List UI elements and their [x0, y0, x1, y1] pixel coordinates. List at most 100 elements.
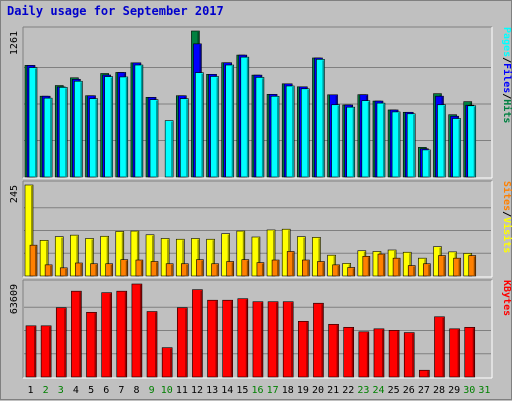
- x-tick-label-24: 24: [373, 385, 385, 396]
- legend-visitors: Sites/Visits: [501, 181, 512, 253]
- legend-item-hits: Hits: [501, 99, 512, 123]
- visitors-bar-sites-23: [362, 256, 371, 277]
- visitors-bar-sites-16-shade: [261, 263, 264, 276]
- visitors-bar-visits-11: [175, 238, 185, 277]
- traffic-bar-pages-16-shade: [261, 78, 264, 177]
- x-tick-label-22: 22: [342, 385, 354, 396]
- traffic-bar-pages-21: [331, 104, 340, 178]
- traffic-bar-pages-25: [391, 111, 401, 178]
- visitors-bar-visits-13-shade: [212, 240, 215, 276]
- kbytes-bar-kbytes-18-shade: [291, 302, 293, 377]
- x-tick-label-13: 13: [206, 385, 218, 396]
- visitors-bar-sites-25-shade: [398, 259, 400, 276]
- y-max-label-kbytes: 63609: [9, 284, 20, 314]
- x-tick-label-6: 6: [103, 385, 109, 396]
- kbytes-bar-kbytes-10: [161, 347, 173, 378]
- x-tick-label-8: 8: [133, 385, 139, 396]
- kbytes-bar-kbytes-13: [207, 299, 218, 378]
- visitors-bar-visits-12-shade: [197, 239, 200, 276]
- visitors-bar-visits-4-shade: [76, 236, 78, 276]
- traffic-bar-pages-23-shade: [367, 101, 370, 177]
- visitors-bar-sites-17-shade: [277, 261, 279, 276]
- kbytes-bar-kbytes-30: [464, 326, 476, 378]
- traffic-bar-pages-29-shade: [458, 119, 461, 177]
- x-tick-label-25: 25: [388, 385, 400, 396]
- visitors-bar-sites-15: [241, 259, 250, 277]
- x-tick-label-19: 19: [297, 385, 309, 396]
- kbytes-bar-kbytes-15: [237, 298, 249, 378]
- traffic-bar-pages-13-shade: [216, 77, 219, 177]
- kbytes-bar-kbytes-3-shade: [64, 308, 66, 377]
- traffic-bar-pages-28: [437, 104, 446, 178]
- traffic-bar-pages-22: [346, 106, 356, 178]
- traffic-bar-pages-15: [240, 56, 250, 178]
- y-max-label-traffic: 1261: [9, 31, 20, 55]
- x-tick-label-16: 16: [251, 385, 263, 396]
- traffic-bar-pages-12-shade: [201, 73, 204, 177]
- visitors-bar-visits-3-shade: [61, 237, 63, 276]
- visitors-bar-sites-23-shade: [367, 257, 370, 276]
- traffic-bar-pages-14: [225, 64, 234, 178]
- kbytes-bar-kbytes-25: [388, 330, 400, 378]
- visitors-bar-visits-26-shade: [409, 253, 411, 276]
- traffic-bar-pages-11: [179, 98, 189, 178]
- kbytes-bar-kbytes-20-shade: [321, 304, 324, 377]
- kbytes-bar-kbytes-9-shade: [155, 312, 157, 377]
- visitors-bar-visits-16-shade: [257, 238, 260, 276]
- traffic-bar-pages-18-shade: [292, 86, 294, 177]
- visitors-bar-sites-11: [180, 263, 189, 277]
- x-tick-label-27: 27: [418, 385, 430, 396]
- kbytes-bar-kbytes-24-shade: [381, 329, 384, 377]
- kbytes-bar-kbytes-6: [101, 292, 112, 378]
- traffic-bar-pages-15-shade: [246, 58, 249, 177]
- x-tick-label-30: 30: [463, 385, 475, 396]
- visitors-bar-sites-9-shade: [156, 262, 158, 276]
- visitors-bar-sites-26: [407, 265, 416, 277]
- x-tick-label-5: 5: [88, 385, 94, 396]
- kbytes-bar-kbytes-7: [116, 290, 128, 378]
- visitors-bar-visits-5: [85, 238, 94, 277]
- visitors-bar-visits-4: [70, 234, 79, 277]
- kbytes-bar-kbytes-2-shade: [49, 326, 51, 377]
- traffic-bar-pages-16: [255, 77, 265, 178]
- traffic-bar-pages-13: [210, 76, 219, 178]
- traffic-bar-pages-29: [452, 118, 461, 178]
- visitors-bar-visits-14-shade: [227, 234, 230, 276]
- visitors-bar-visits-10: [160, 238, 170, 277]
- visitors-bar-visits-7-shade: [121, 232, 124, 276]
- visitors-bar-visits-11-shade: [182, 240, 184, 276]
- kbytes-bar-kbytes-9: [146, 311, 158, 378]
- visitors-bar-sites-25: [392, 257, 401, 277]
- kbytes-bar-kbytes-26: [403, 332, 415, 378]
- x-tick-label-4: 4: [73, 385, 79, 396]
- traffic-bar-pages-3: [58, 87, 68, 178]
- visitors-bar-visits-16: [251, 236, 261, 277]
- kbytes-bar-kbytes-28: [434, 316, 445, 378]
- x-tick-label-20: 20: [312, 385, 324, 396]
- visitors-bar-sites-14-shade: [231, 262, 234, 276]
- traffic-bar-pages-23: [361, 100, 371, 178]
- x-tick-label-18: 18: [282, 385, 294, 396]
- x-tick-label-14: 14: [221, 385, 233, 396]
- legend-item-files: Files: [501, 63, 512, 93]
- kbytes-bar-kbytes-26-shade: [412, 333, 414, 377]
- visitors-bar-visits-20-shade: [318, 238, 321, 276]
- visitors-bar-sites-10-shade: [171, 264, 173, 276]
- traffic-bar-pages-17: [270, 96, 280, 178]
- visitors-bar-sites-19: [302, 259, 310, 277]
- visitors-bar-visits-2-shade: [46, 241, 48, 276]
- legend-item-sites: Sites: [501, 181, 512, 211]
- kbytes-bar-kbytes-27: [419, 369, 430, 378]
- traffic-bar-pages-14-shade: [231, 66, 234, 177]
- visitors-bar-visits-19: [297, 236, 306, 277]
- visitors-bar-sites-26-shade: [413, 266, 415, 276]
- traffic-bar-pages-7: [119, 76, 129, 178]
- visitors-bar-visits-17: [266, 229, 276, 277]
- visitors-bar-sites-24: [377, 253, 386, 277]
- kbytes-bar-kbytes-1: [25, 325, 37, 378]
- traffic-bar-pages-17-shade: [277, 97, 279, 177]
- traffic-bar-pages-12: [195, 72, 204, 178]
- x-tick-label-3: 3: [58, 385, 64, 396]
